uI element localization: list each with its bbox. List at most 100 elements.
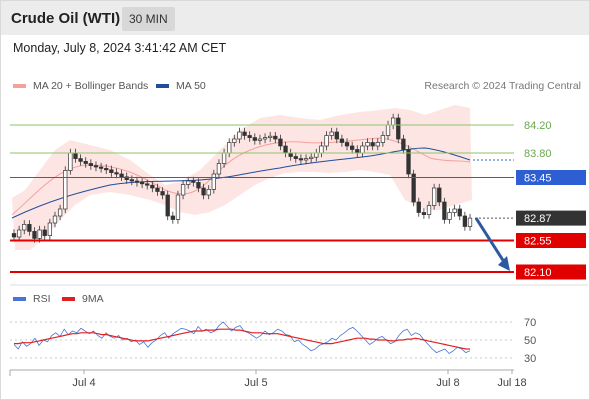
candle-body: [114, 172, 119, 175]
candle-body: [273, 135, 278, 140]
candle-body: [293, 156, 298, 159]
candle-body: [16, 229, 22, 238]
ma50-swatch: [156, 84, 169, 88]
candle-body: [365, 142, 370, 147]
forecast-arrow-shaft: [474, 217, 508, 266]
candle-body: [319, 145, 324, 154]
candle-body: [11, 233, 17, 238]
candle-body: [339, 138, 345, 143]
candle-body: [288, 152, 293, 157]
candle-body: [252, 137, 257, 141]
candle-body: [221, 152, 227, 164]
candle-body: [216, 163, 222, 175]
candle-body: [22, 224, 27, 231]
candle-body: [262, 137, 268, 140]
candle-body: [237, 131, 242, 140]
candle-body: [232, 138, 237, 143]
candle-body: [88, 163, 94, 166]
candle-body: [165, 194, 170, 217]
legend-ma50-label: MA 50: [176, 80, 206, 92]
level-label-84.20: 84.20: [524, 120, 552, 132]
candle-body: [416, 201, 421, 213]
candle-body: [334, 131, 339, 140]
level-label-83.80: 83.80: [524, 148, 552, 160]
candle-body: [431, 187, 437, 206]
legend-ma20-label: MA 20 + Bollinger Bands: [33, 80, 149, 92]
attribution: Research © 2024 Trading Central: [424, 80, 581, 92]
candle-body: [78, 158, 83, 162]
candle-body: [227, 142, 232, 154]
x-tick-label-Jul-4: Jul 4: [72, 377, 95, 389]
candle-body: [47, 222, 53, 236]
level-label-82.10: 82.10: [524, 267, 552, 279]
candle-body: [467, 217, 473, 227]
candle-body: [175, 194, 181, 220]
legend-9ma: 9MA: [62, 293, 104, 305]
candle-body: [309, 156, 314, 159]
candle-body: [52, 215, 58, 224]
candle-body: [462, 215, 468, 227]
rsi-series-RSI: [13, 321, 471, 355]
ma9-swatch: [62, 297, 75, 301]
candle-body: [329, 131, 334, 136]
level-box-83.45: [516, 170, 586, 185]
legend-ma50: MA 50: [156, 80, 206, 92]
level-label-82.87: 82.87: [524, 213, 552, 225]
candle-body: [390, 117, 396, 126]
candle-body: [437, 187, 442, 203]
candle-body: [170, 215, 175, 220]
candle-body: [32, 231, 37, 239]
candle-body: [370, 142, 375, 147]
candle-body: [442, 201, 447, 220]
candle-body: [447, 212, 452, 220]
rsi-tick-50: 50: [524, 335, 536, 347]
candle-body: [98, 166, 104, 169]
candle-body: [360, 145, 365, 154]
candle-body: [211, 173, 216, 190]
candle-body: [180, 184, 186, 196]
candle-body: [129, 179, 134, 182]
candle-body: [247, 135, 252, 138]
candle-body: [139, 182, 145, 185]
rsi-swatch: [13, 297, 26, 301]
candle-body: [344, 142, 350, 147]
rsi-tick-70: 70: [524, 317, 536, 329]
legend-rsi-label: RSI: [33, 293, 51, 305]
x-tick-label-Jul-18: Jul 18: [497, 377, 526, 389]
level-box-82.87: [516, 210, 586, 226]
candle-body: [396, 117, 401, 140]
candle-body: [278, 138, 283, 147]
legend-rsi: RSI: [13, 293, 51, 305]
candle-body: [355, 149, 360, 154]
candle-body: [268, 135, 273, 138]
candle-body: [257, 138, 263, 141]
candle-body: [411, 173, 416, 203]
x-tick-label-Jul-5: Jul 5: [244, 377, 267, 389]
candle-body: [406, 149, 411, 175]
candle-body: [375, 142, 380, 147]
candle-body: [73, 152, 78, 159]
candle-body: [242, 131, 247, 136]
candle-body: [283, 145, 288, 154]
candle-body: [124, 176, 129, 180]
candle-body: [93, 165, 99, 168]
candle-body: [457, 208, 462, 217]
candle-body: [426, 205, 432, 215]
candle-body: [27, 224, 32, 232]
candle-body: [119, 173, 124, 178]
level-label-82.55: 82.55: [524, 236, 552, 248]
candle-body: [134, 180, 140, 183]
candle-body: [160, 191, 165, 196]
candle-body: [196, 182, 201, 189]
candle-body: [109, 169, 114, 173]
level-box-82.10: [516, 264, 586, 280]
candle-body: [83, 161, 88, 164]
timeframe-button[interactable]: 30 MIN: [122, 7, 175, 31]
forecast-arrowhead: [498, 256, 510, 271]
candle-body: [57, 208, 63, 217]
candle-body: [314, 152, 319, 158]
rsi-series-9MA: [14, 328, 470, 350]
candle-body: [150, 184, 155, 189]
candle-body: [452, 208, 457, 213]
